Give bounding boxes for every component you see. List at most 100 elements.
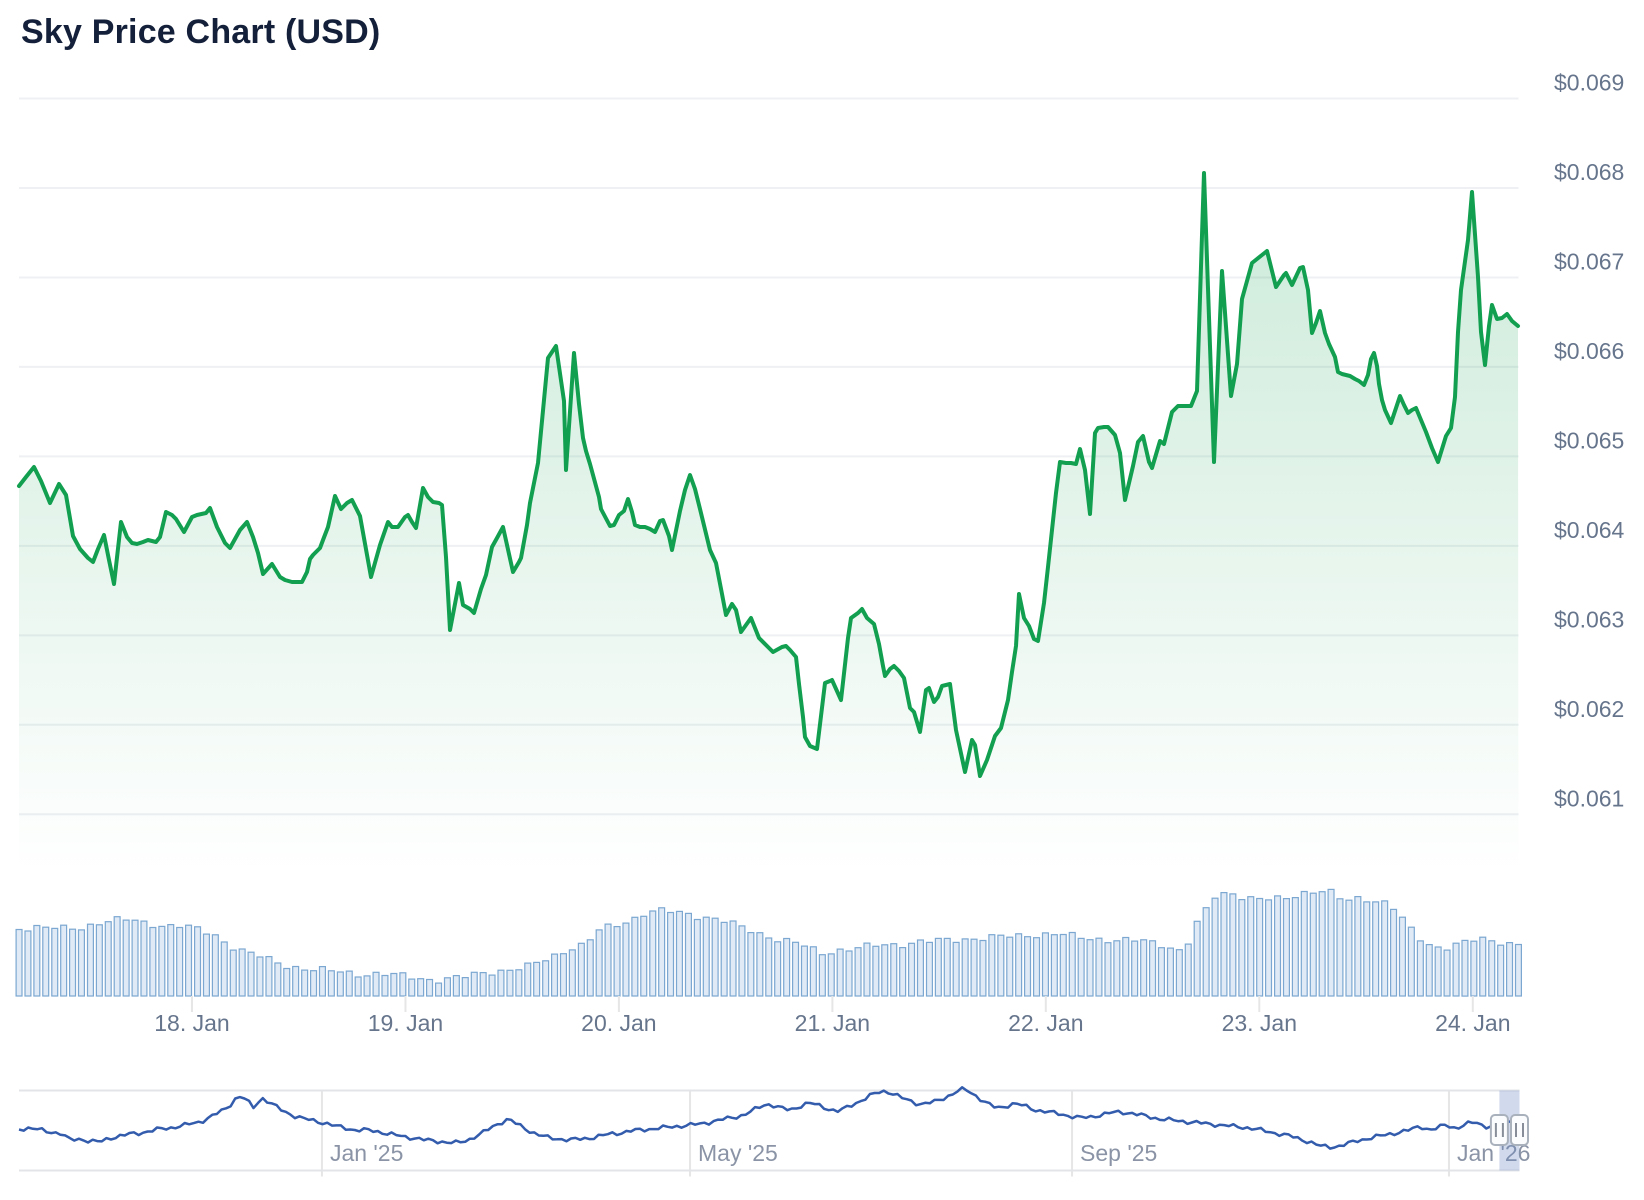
y-axis-label: $0.062	[1554, 696, 1624, 722]
volume-bar	[1461, 939, 1469, 997]
volume-bar	[1122, 936, 1130, 997]
volume-bar	[140, 920, 148, 997]
volume-bar	[550, 953, 559, 997]
volume-bar	[443, 977, 452, 997]
x-axis-label: 22. Jan	[1008, 1010, 1083, 1036]
volume-bar	[872, 945, 880, 997]
volume-bar	[220, 941, 228, 997]
volume-bar	[167, 923, 175, 997]
volume-bar	[68, 928, 77, 997]
volume-bar	[1032, 937, 1041, 997]
x-axis-label: 24. Jan	[1435, 1010, 1510, 1036]
volume-bar	[1023, 936, 1032, 997]
volume-bar	[899, 946, 907, 997]
volume-bar	[1086, 939, 1094, 997]
volume-bar	[1488, 940, 1496, 997]
volume-bar	[77, 929, 86, 997]
volume-bar	[506, 969, 514, 997]
volume-bar	[693, 918, 701, 997]
volume-bar	[818, 954, 826, 997]
volume-bar	[961, 938, 969, 997]
volume-bar	[1389, 908, 1398, 997]
volume-bar	[595, 929, 603, 997]
volume-bar	[1015, 933, 1023, 997]
volume-bar	[1184, 943, 1192, 997]
volume-bar	[86, 923, 95, 997]
volume-bar	[426, 978, 434, 997]
volume-bar	[631, 916, 639, 997]
volume-bar	[934, 937, 942, 997]
volume-bar	[1363, 901, 1371, 997]
volume-bar	[1497, 944, 1505, 997]
volume-bar	[1166, 947, 1175, 997]
navigator-left-handle[interactable]	[1489, 1114, 1509, 1146]
volume-bar	[158, 925, 166, 997]
volume-bar	[997, 934, 1005, 997]
volume-bar	[863, 942, 871, 997]
volume-bar	[318, 965, 327, 997]
volume-bar	[1113, 940, 1121, 997]
volume-bar	[1354, 895, 1362, 997]
volume-bar	[399, 972, 407, 997]
volume-bar	[185, 924, 193, 997]
volume-bar	[1309, 892, 1317, 997]
volume-bar	[836, 948, 844, 997]
volume-bar	[274, 962, 282, 997]
navigator-selected-range[interactable]	[1499, 1090, 1520, 1171]
volume-bar	[827, 953, 835, 997]
volume-bar	[604, 923, 612, 997]
y-axis-label: $0.066	[1554, 338, 1624, 364]
volume-bar	[622, 922, 630, 997]
volume-bar	[1095, 937, 1103, 997]
volume-bar	[890, 943, 898, 997]
y-axis-label: $0.061	[1554, 785, 1624, 811]
volume-bar	[256, 956, 264, 997]
volume-bar	[568, 949, 576, 997]
volume-bar	[1479, 936, 1487, 997]
volume-bar	[363, 975, 371, 997]
volume-bar	[675, 910, 684, 997]
volume-bar	[881, 944, 889, 997]
y-axis-label: $0.067	[1554, 248, 1624, 274]
volume-bar	[1381, 900, 1389, 997]
volume-bar	[765, 937, 773, 997]
volume-bar	[791, 941, 800, 997]
volume-bar	[1273, 895, 1282, 997]
volume-bar	[1372, 901, 1380, 997]
volume-bar	[238, 948, 246, 997]
volume-bar	[524, 962, 532, 997]
volume-bar	[149, 926, 157, 997]
volume-bar	[952, 941, 960, 997]
volume-bar	[1041, 932, 1050, 997]
volume-bar	[1220, 891, 1228, 997]
volume-bar	[408, 978, 416, 997]
volume-bar	[1318, 891, 1326, 997]
volume-bar	[613, 925, 621, 997]
volume-bar	[1202, 907, 1210, 997]
volume-bar	[24, 930, 32, 997]
volume-bar	[1514, 943, 1523, 997]
volume-bar	[943, 937, 951, 997]
volume-bar	[1193, 920, 1201, 997]
volume-bar	[1175, 949, 1183, 997]
volume-bar	[33, 924, 41, 997]
y-axis-label: $0.068	[1554, 159, 1624, 185]
volume-bar	[131, 919, 139, 997]
x-axis-label: 21. Jan	[795, 1010, 870, 1036]
navigator-right-handle[interactable]	[1510, 1114, 1529, 1146]
x-axis-label: 19. Jan	[368, 1010, 443, 1036]
volume-bar	[640, 915, 648, 997]
volume-bar	[1416, 940, 1424, 997]
volume-bar	[42, 926, 50, 997]
volume-bar	[194, 926, 202, 997]
volume-bar	[907, 942, 916, 997]
volume-bar	[854, 947, 862, 997]
volume-bar	[1327, 888, 1335, 997]
price-area	[19, 173, 1519, 875]
volume-bar	[1470, 940, 1478, 997]
volume-bar	[702, 916, 710, 997]
volume-bar	[470, 971, 478, 997]
volume-bar	[1282, 897, 1291, 997]
